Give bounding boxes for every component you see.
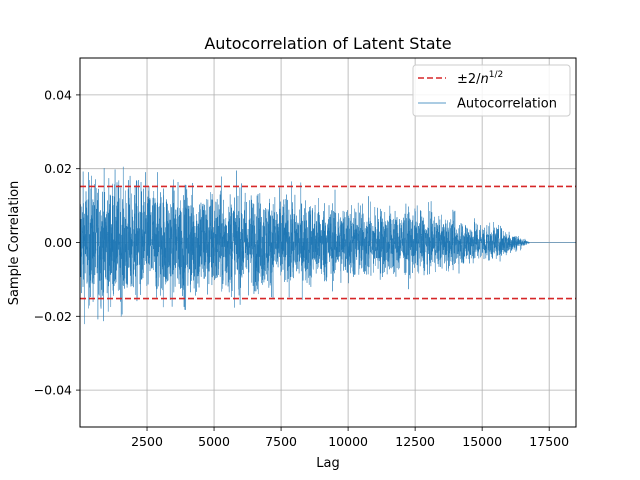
y-tick-label: 0.04 (44, 87, 72, 102)
x-tick-label: 2500 (131, 434, 163, 449)
y-tick-label: 0.02 (44, 161, 72, 176)
legend-box (412, 64, 571, 117)
x-tick-label: 12500 (395, 434, 435, 449)
legend-autocorrelation-label: Autocorrelation (457, 97, 557, 112)
x-axis-label: Lag (316, 456, 339, 471)
y-tick-label: −0.04 (34, 383, 72, 398)
legend: ±2/n1/2 Autocorrelation (412, 64, 571, 117)
x-tick-label: 15000 (462, 434, 502, 449)
x-tick-label: 17500 (529, 434, 569, 449)
y-axis-label: Sample Correlation (7, 181, 22, 306)
legend-bound-label: ±2/n1/2 (457, 70, 503, 87)
y-tick-label: 0.00 (44, 235, 72, 250)
y-tick-label: −0.02 (34, 309, 72, 324)
x-tick-label: 7500 (265, 434, 297, 449)
x-tick-label: 10000 (328, 434, 368, 449)
x-tick-label: 5000 (198, 434, 230, 449)
plot-area: 2500 5000 7500 10000 12500 15000 17500 −0.04 −0.… (34, 57, 577, 449)
chart-title: Autocorrelation of Latent State (204, 34, 451, 53)
autocorrelation-line (79, 166, 576, 325)
